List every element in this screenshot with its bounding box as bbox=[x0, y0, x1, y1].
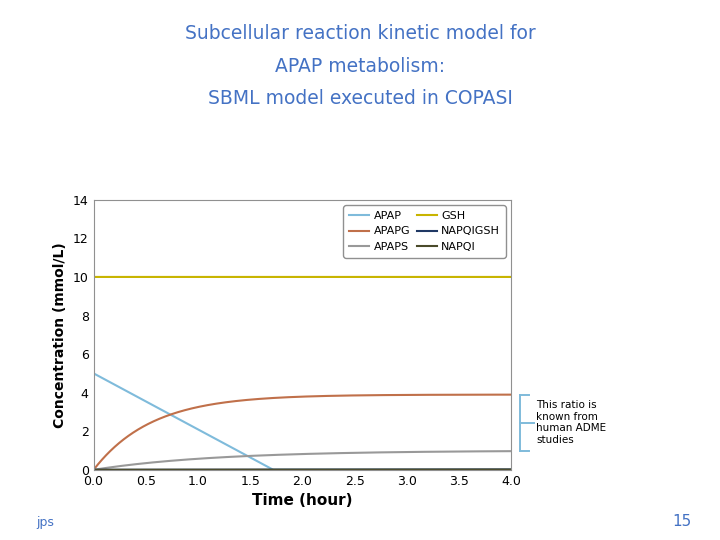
APAPG bbox=[111, 443, 120, 450]
APAPS bbox=[507, 448, 516, 454]
GSH bbox=[495, 274, 503, 280]
Line: APAPG: APAPG bbox=[94, 395, 511, 470]
APAP bbox=[292, 467, 301, 473]
NAPQIGSH bbox=[418, 467, 427, 473]
GSH bbox=[282, 274, 290, 280]
APAP bbox=[507, 467, 516, 473]
APAP bbox=[269, 467, 278, 473]
NAPQIGSH bbox=[89, 467, 98, 473]
NAPQIGSH bbox=[507, 466, 516, 472]
APAPS bbox=[111, 463, 120, 470]
NAPQIGSH bbox=[111, 467, 120, 473]
GSH bbox=[495, 274, 503, 280]
Text: SBML model executed in COPASI: SBML model executed in COPASI bbox=[207, 89, 513, 108]
GSH bbox=[89, 274, 98, 280]
APAPG bbox=[282, 394, 290, 401]
NAPQI bbox=[292, 467, 301, 473]
Text: Subcellular reaction kinetic model for: Subcellular reaction kinetic model for bbox=[184, 24, 536, 43]
APAPG bbox=[292, 394, 301, 400]
Line: APAPS: APAPS bbox=[94, 451, 511, 470]
Y-axis label: Concentration (mmol/L): Concentration (mmol/L) bbox=[53, 242, 67, 428]
NAPQI bbox=[507, 467, 516, 473]
APAP bbox=[282, 467, 290, 473]
APAPG bbox=[89, 467, 98, 473]
Legend: APAP, APAPG, APAPS, GSH, NAPQIGSH, NAPQI: APAP, APAPG, APAPS, GSH, NAPQIGSH, NAPQI bbox=[343, 205, 505, 258]
NAPQI bbox=[111, 467, 120, 473]
APAPG bbox=[495, 392, 503, 398]
GSH bbox=[418, 274, 427, 280]
Line: APAP: APAP bbox=[94, 373, 511, 470]
NAPQI bbox=[282, 467, 290, 473]
APAP bbox=[89, 370, 98, 376]
APAPG bbox=[418, 392, 427, 398]
APAPS bbox=[418, 449, 427, 455]
APAPG bbox=[507, 392, 516, 398]
APAP bbox=[495, 467, 503, 473]
NAPQIGSH bbox=[282, 467, 290, 473]
X-axis label: Time (hour): Time (hour) bbox=[252, 493, 353, 508]
Text: This ratio is
known from
human ADME
studies: This ratio is known from human ADME stud… bbox=[536, 400, 606, 445]
NAPQIGSH bbox=[495, 466, 503, 472]
APAPS bbox=[292, 451, 301, 457]
APAP bbox=[495, 467, 503, 473]
GSH bbox=[507, 274, 516, 280]
NAPQI bbox=[89, 467, 98, 473]
NAPQI bbox=[495, 467, 503, 473]
Text: APAP metabolism:: APAP metabolism: bbox=[275, 57, 445, 76]
NAPQIGSH bbox=[292, 467, 301, 473]
NAPQIGSH bbox=[495, 466, 503, 472]
NAPQI bbox=[495, 467, 503, 473]
APAP bbox=[111, 382, 120, 388]
GSH bbox=[292, 274, 301, 280]
APAP bbox=[418, 467, 427, 473]
APAPG bbox=[495, 392, 503, 398]
APAPS bbox=[495, 448, 503, 455]
Text: 15: 15 bbox=[672, 514, 691, 529]
APAPS bbox=[89, 467, 98, 473]
NAPQI bbox=[418, 467, 427, 473]
APAPS bbox=[495, 448, 503, 455]
GSH bbox=[111, 274, 120, 280]
Text: jps: jps bbox=[36, 516, 54, 529]
APAPS bbox=[282, 451, 290, 458]
